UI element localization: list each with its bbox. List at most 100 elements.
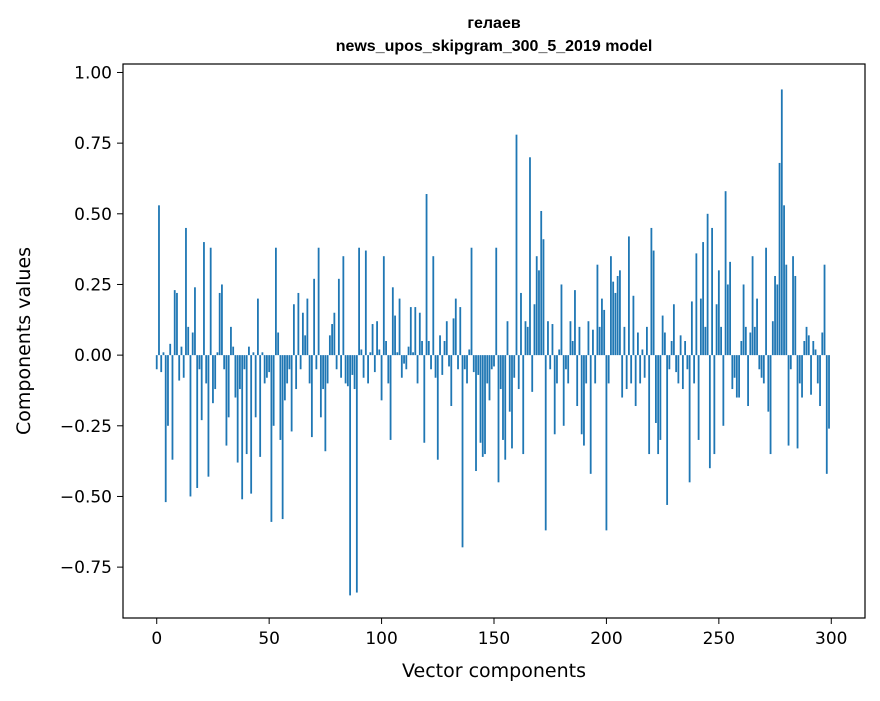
bar-component-266 — [753, 326, 756, 356]
bar-component-54 — [277, 332, 280, 356]
bar-component-125 — [436, 355, 439, 460]
bar-component-15 — [189, 355, 192, 497]
bar-component-103 — [387, 355, 390, 384]
bar-component-38 — [241, 355, 244, 500]
bar-component-292 — [812, 341, 815, 356]
bar-component-65 — [301, 312, 304, 356]
bar-component-109 — [400, 355, 403, 378]
bar-component-149 — [490, 355, 493, 370]
bar-component-152 — [497, 355, 500, 483]
bar-component-290 — [807, 335, 810, 356]
bar-component-34 — [232, 346, 235, 356]
bar-component-216 — [641, 349, 644, 356]
bar-component-145 — [481, 355, 484, 457]
bar-component-37 — [239, 355, 241, 390]
bar-component-156 — [506, 321, 509, 356]
y-tick-label: 0.25 — [74, 275, 112, 295]
bar-component-299 — [828, 355, 830, 429]
bar-component-63 — [297, 292, 300, 356]
bar-component-100 — [380, 355, 383, 401]
bar-component-137 — [463, 355, 466, 370]
bar-component-75 — [324, 355, 327, 452]
bar-component-117 — [418, 312, 421, 356]
bar-component-148 — [488, 355, 491, 401]
bar-component-268 — [758, 355, 761, 370]
bar-component-69 — [310, 355, 313, 438]
bar-component-46 — [259, 355, 262, 457]
bar-component-255 — [729, 261, 731, 356]
bar-component-182 — [565, 355, 567, 370]
bar-component-131 — [450, 355, 453, 407]
bar-component-201 — [607, 355, 610, 384]
bar-component-77 — [328, 335, 331, 356]
y-axis-label: Components values — [13, 247, 35, 435]
bar-component-66 — [304, 335, 307, 356]
bar-component-177 — [553, 355, 556, 435]
bar-component-6 — [169, 343, 172, 356]
bar-component-4 — [164, 355, 167, 503]
bar-component-82 — [340, 355, 342, 378]
bar-component-251 — [720, 326, 722, 356]
bar-component-16 — [191, 332, 194, 356]
bar-component-55 — [279, 355, 282, 440]
bar-component-178 — [556, 355, 558, 384]
bar-component-135 — [459, 307, 462, 356]
bar-component-167 — [531, 355, 534, 392]
bar-component-12 — [182, 355, 185, 378]
bar-component-144 — [479, 355, 482, 443]
bar-component-91 — [360, 349, 363, 356]
bar-component-165 — [526, 326, 529, 356]
bar-component-84 — [344, 355, 347, 384]
bar-component-157 — [508, 355, 511, 412]
bar-component-243 — [702, 242, 705, 356]
bar-component-23 — [207, 355, 210, 477]
bar-component-47 — [261, 352, 264, 356]
bar-component-170 — [538, 270, 540, 356]
bar-component-22 — [205, 355, 208, 384]
y-tick-label: 0.50 — [74, 205, 112, 225]
bar-component-35 — [234, 355, 237, 398]
bar-component-159 — [513, 355, 516, 378]
bar-component-282 — [789, 355, 792, 370]
bar-component-126 — [439, 335, 441, 356]
bar-component-257 — [733, 355, 736, 378]
bar-component-80 — [335, 355, 338, 370]
bar-component-99 — [378, 349, 381, 356]
bar-component-224 — [659, 355, 662, 440]
bar-component-153 — [499, 355, 502, 390]
bar-component-212 — [632, 295, 635, 356]
y-tick-label: 1.00 — [74, 63, 112, 83]
bar-component-33 — [230, 326, 232, 356]
bar-component-139 — [468, 349, 471, 356]
bar-component-236 — [686, 355, 689, 370]
bar-component-94 — [367, 355, 369, 384]
bar-component-89 — [355, 355, 358, 593]
y-tick-label: −0.75 — [60, 558, 112, 578]
x-tick-label: 150 — [478, 629, 510, 649]
bar-component-11 — [180, 346, 183, 356]
bar-component-246 — [708, 355, 711, 469]
bar-component-154 — [502, 355, 504, 440]
bar-component-116 — [416, 355, 419, 384]
bar-component-114 — [412, 352, 414, 356]
bar-component-204 — [614, 292, 617, 356]
bar-component-146 — [484, 355, 486, 455]
bar-component-43 — [252, 352, 255, 356]
bar-component-119 — [423, 355, 426, 443]
bar-component-222 — [654, 355, 657, 423]
bar-component-208 — [623, 326, 626, 356]
bar-component-111 — [405, 355, 408, 370]
bar-component-179 — [558, 349, 561, 356]
bar-component-229 — [670, 341, 673, 356]
bar-component-29 — [221, 284, 223, 356]
bar-component-158 — [511, 355, 513, 449]
bar-component-241 — [697, 355, 700, 440]
bar-component-225 — [661, 315, 664, 356]
chart-title-line2: news_upos_skipgram_300_5_2019 model — [336, 38, 653, 55]
bar-component-252 — [722, 355, 725, 426]
bar-component-262 — [744, 326, 747, 356]
bar-component-19 — [198, 355, 201, 370]
bar-component-188 — [578, 326, 581, 356]
x-tick-label: 250 — [703, 629, 735, 649]
